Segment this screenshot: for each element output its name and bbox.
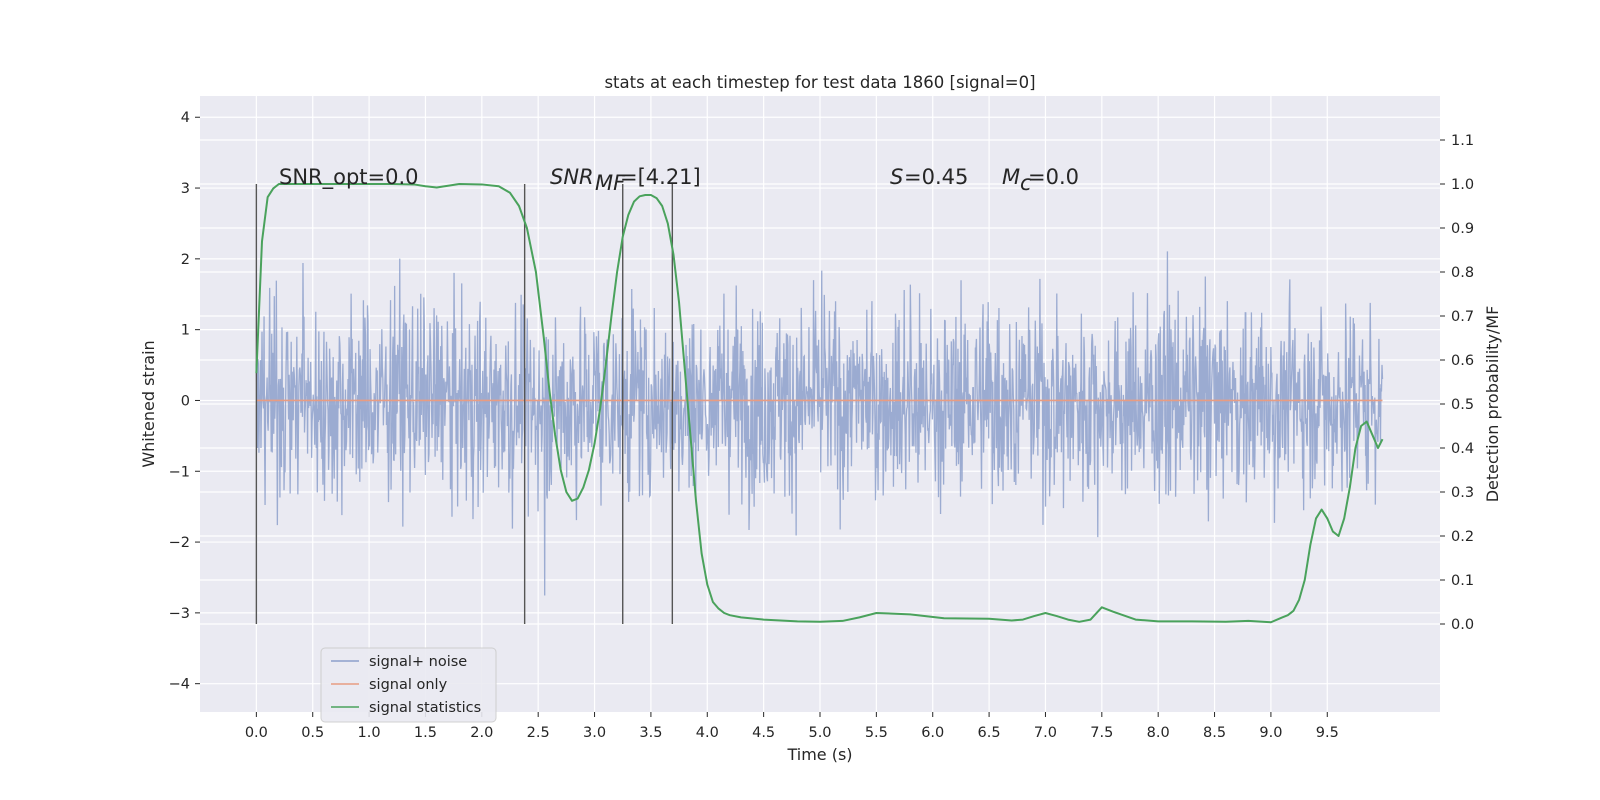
x-tick-label: 5.0 xyxy=(808,725,831,741)
y2-tick-label: 0.2 xyxy=(1451,529,1474,545)
x-tick-label: 0.5 xyxy=(301,725,324,741)
x-tick-label: 1.0 xyxy=(358,725,381,741)
y2-tick-label: 1.1 xyxy=(1451,133,1474,149)
y-tick-label: 0 xyxy=(181,393,190,409)
y-tick-label: −4 xyxy=(169,677,190,693)
gridlines xyxy=(200,96,1440,712)
x-tick-label: 7.0 xyxy=(1034,725,1057,741)
chart-title: stats at each timestep for test data 186… xyxy=(604,73,1035,92)
x-tick-label: 1.5 xyxy=(414,725,437,741)
x-tick-label: 3.5 xyxy=(639,725,662,741)
x-axis-ticks: 0.0 0.5 1.0 1.5 2.0 2.5 3.0 3.5 4.0 4.5 5.0 5.5 6.0 6… xyxy=(245,712,1339,741)
annotation-mc-sub: c xyxy=(1020,171,1032,195)
x-tick-label: 3.0 xyxy=(583,725,606,741)
y-tick-label: 4 xyxy=(181,110,190,126)
annotation-mc-value: =0.0 xyxy=(1028,165,1079,189)
y-tick-label: 1 xyxy=(181,323,190,339)
y2-tick-label: 0.9 xyxy=(1451,221,1474,237)
y2-tick-label: 0.6 xyxy=(1451,353,1474,369)
y2-axis-label: Detection probability/MF xyxy=(1483,306,1502,503)
vertical-markers xyxy=(255,184,674,624)
y-tick-label: −2 xyxy=(169,535,190,551)
legend-label-signal-noise: signal+ noise xyxy=(369,654,467,670)
y2-tick-label: 0.5 xyxy=(1451,397,1474,413)
x-tick-label: 9.5 xyxy=(1316,725,1339,741)
annotation-snr-mf-base: SNR xyxy=(550,165,594,189)
signal-noise-line xyxy=(255,251,1384,596)
y-tick-label: 2 xyxy=(181,252,190,268)
x-tick-label: 8.0 xyxy=(1147,725,1170,741)
y2-tick-label: 0.1 xyxy=(1451,573,1474,589)
x-axis-label: Time (s) xyxy=(786,745,852,764)
x-tick-label: 7.5 xyxy=(1090,725,1113,741)
x-tick-label: 2.0 xyxy=(470,725,493,741)
y2-tick-label: 0.4 xyxy=(1451,441,1474,457)
y2-tick-label: 1.0 xyxy=(1451,177,1474,193)
signal-statistics-line xyxy=(255,183,1384,624)
x-tick-label: 9.0 xyxy=(1259,725,1282,741)
y-axis-label: Whitened strain xyxy=(139,340,158,467)
series-signal-noise xyxy=(255,251,1384,596)
series-signal-statistics xyxy=(255,183,1384,624)
x-tick-label: 0.0 xyxy=(245,725,268,741)
y2-axis-ticks: 0.0 0.1 0.2 0.3 0.4 0.5 0.6 0.7 0.8 0.9 1.0 1.1 xyxy=(1440,133,1474,633)
y-axis-ticks: −4 −3 −2 −1 0 1 2 3 4 xyxy=(169,110,200,693)
y-tick-label: 3 xyxy=(181,181,190,197)
annotation-mc-base: M xyxy=(1002,165,1020,189)
y2-tick-label: 0.7 xyxy=(1451,309,1474,325)
legend-box xyxy=(320,647,497,723)
annotation-s-value: =0.45 xyxy=(904,165,968,189)
annotation-s-label: S xyxy=(890,165,903,189)
y-tick-label: −3 xyxy=(169,606,190,622)
y2-tick-label: 0.8 xyxy=(1451,265,1474,281)
y2-tick-label: 0.0 xyxy=(1451,617,1474,633)
annotation-snr-mf-value: =[4.21] xyxy=(620,165,701,189)
legend-label-signal-statistics: signal statistics xyxy=(369,700,481,716)
legend: signal+ noise signal only signal statist… xyxy=(320,647,497,723)
x-tick-label: 5.5 xyxy=(865,725,888,741)
y-tick-label: −1 xyxy=(169,464,190,480)
x-tick-label: 8.5 xyxy=(1203,725,1226,741)
legend-label-signal-only: signal only xyxy=(369,677,448,693)
annotation-snr-mf-sub: MF xyxy=(595,171,626,195)
annotation-snr-opt: SNR_opt=0.0 xyxy=(279,165,419,190)
x-tick-label: 6.0 xyxy=(921,725,944,741)
x-tick-label: 6.5 xyxy=(978,725,1001,741)
x-tick-label: 4.5 xyxy=(752,725,775,741)
y2-tick-label: 0.3 xyxy=(1451,485,1474,501)
x-tick-label: 2.5 xyxy=(527,725,550,741)
x-tick-label: 4.0 xyxy=(696,725,719,741)
